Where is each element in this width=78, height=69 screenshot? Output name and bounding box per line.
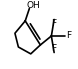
Text: F: F xyxy=(52,44,57,53)
Text: OH: OH xyxy=(27,1,40,10)
Text: F: F xyxy=(52,19,57,28)
Text: F: F xyxy=(66,32,71,41)
